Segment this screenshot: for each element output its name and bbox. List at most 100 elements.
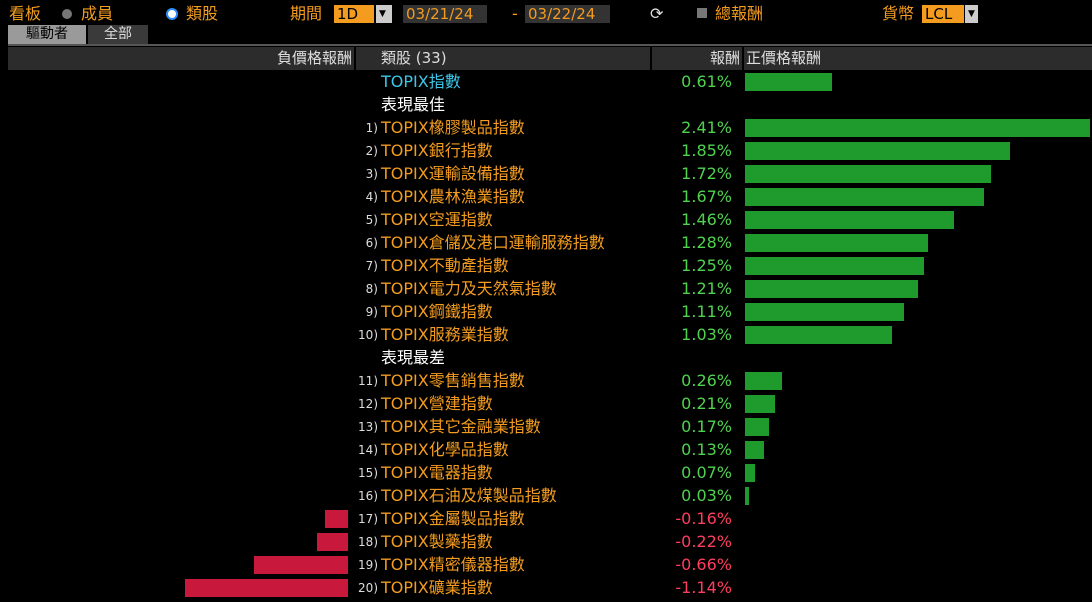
positive-bar (745, 119, 1090, 137)
positive-bar (745, 73, 833, 91)
rank: 7) (365, 259, 378, 273)
positive-bar (745, 142, 1010, 160)
return-value: 1.25% (681, 256, 732, 275)
rank: 16) (358, 489, 378, 503)
sector-name: TOPIX電力及天然氣指數 (381, 279, 557, 298)
header-positive: 正價格報酬 (744, 47, 1092, 70)
positive-bar (745, 211, 954, 229)
negative-bar (184, 579, 348, 597)
group-title: 表現最佳 (381, 95, 446, 114)
positive-bar (745, 257, 924, 275)
sector-name: TOPIX零售銷售指數 (381, 371, 525, 390)
sector-name: TOPIX電器指數 (381, 463, 493, 482)
rank: 11) (358, 374, 378, 388)
sector-name: TOPIX製藥指數 (381, 532, 493, 551)
rank: 10) (358, 328, 378, 342)
rank: 18) (358, 535, 378, 549)
checkbox[interactable] (697, 8, 707, 18)
rank: 5) (365, 213, 378, 227)
rank: 3) (365, 167, 378, 181)
sector-name: TOPIX鋼鐵指數 (381, 302, 493, 321)
header-sectors: 類股 (33) (356, 47, 650, 70)
header-negative: 負價格報酬 (8, 47, 354, 70)
positive-bar (745, 418, 770, 436)
view-label: 看板 (9, 4, 42, 23)
return-value: 1.03% (681, 325, 732, 344)
rank: 20) (358, 581, 378, 595)
return-value: 1.67% (681, 187, 732, 206)
period-label: 期間 (290, 4, 323, 23)
return-value: 0.17% (681, 417, 732, 436)
negative-bar (253, 556, 348, 574)
tab-drivers[interactable]: 驅動者 (8, 25, 86, 44)
positive-bar (745, 395, 776, 413)
negative-bar (316, 533, 348, 551)
return-value: -0.66% (675, 555, 732, 574)
positive-bar (745, 487, 750, 505)
return-value: 0.03% (681, 486, 732, 505)
rank: 2) (365, 144, 378, 158)
rank: 9) (365, 305, 378, 319)
sector-name: TOPIX礦業指數 (381, 578, 493, 597)
sector-name: TOPIX服務業指數 (381, 325, 509, 344)
start-date[interactable]: 03/21/24 (403, 5, 487, 23)
currency-label: 貨幣 (882, 4, 915, 23)
rank: 6) (365, 236, 378, 250)
return-value: 1.21% (681, 279, 732, 298)
period-select[interactable]: 1D (334, 5, 374, 23)
return-value: 0.13% (681, 440, 732, 459)
return-value: 1.28% (681, 233, 732, 252)
rank: 12) (358, 397, 378, 411)
option-sectors[interactable]: 類股 (186, 4, 219, 23)
sector-name: TOPIX其它金融業指數 (381, 417, 541, 436)
dropdown-arrow[interactable]: ▼ (376, 5, 392, 23)
header-return: 報酬 (652, 47, 742, 70)
rank: 13) (358, 420, 378, 434)
sector-name: TOPIX金屬製品指數 (381, 509, 525, 528)
return-value: 0.07% (681, 463, 732, 482)
sector-name: TOPIX化學品指數 (381, 440, 509, 459)
rank: 17) (358, 512, 378, 526)
positive-bar (745, 441, 764, 459)
end-date[interactable]: 03/22/24 (525, 5, 610, 23)
sector-name: TOPIX營建指數 (381, 394, 493, 413)
positive-bar (745, 303, 904, 321)
positive-bar (745, 234, 929, 252)
positive-bar (745, 372, 783, 390)
sector-name: TOPIX不動產指數 (381, 256, 509, 275)
rank: 14) (358, 443, 378, 457)
return-value: -0.16% (675, 509, 732, 528)
currency-select[interactable]: LCL (922, 5, 964, 23)
sector-name: TOPIX倉儲及港口運輸服務指數 (381, 233, 605, 252)
sector-name: TOPIX銀行指數 (381, 141, 493, 160)
negative-bar (325, 510, 348, 528)
positive-bar (745, 464, 756, 482)
rank: 15) (358, 466, 378, 480)
rank: 8) (365, 282, 378, 296)
radio-sectors[interactable] (166, 8, 178, 20)
positive-bar (745, 165, 992, 183)
option-members[interactable]: 成員 (81, 4, 114, 23)
radio-members[interactable] (62, 9, 72, 19)
sector-name: TOPIX指數 (381, 72, 461, 91)
group-title: 表現最差 (381, 348, 446, 367)
return-value: 1.46% (681, 210, 732, 229)
return-value: -1.14% (675, 578, 732, 597)
sector-name: TOPIX農林漁業指數 (381, 187, 525, 206)
return-value: 1.85% (681, 141, 732, 160)
sector-name: TOPIX精密儀器指數 (381, 555, 525, 574)
total-return[interactable]: 總報酬 (715, 4, 764, 23)
positive-bar (745, 326, 893, 344)
rank: 19) (358, 558, 378, 572)
return-value: -0.22% (675, 532, 732, 551)
return-value: 1.11% (681, 302, 732, 321)
return-value: 2.41% (681, 118, 732, 137)
refresh-icon[interactable]: ⟳ (650, 4, 664, 23)
return-value: 0.21% (681, 394, 732, 413)
date-separator: - (512, 4, 518, 23)
tab-all[interactable]: 全部 (88, 25, 148, 44)
positive-bar (745, 280, 919, 298)
positive-bar (745, 188, 985, 206)
rank: 4) (365, 190, 378, 204)
dropdown-arrow[interactable]: ▼ (965, 5, 978, 23)
